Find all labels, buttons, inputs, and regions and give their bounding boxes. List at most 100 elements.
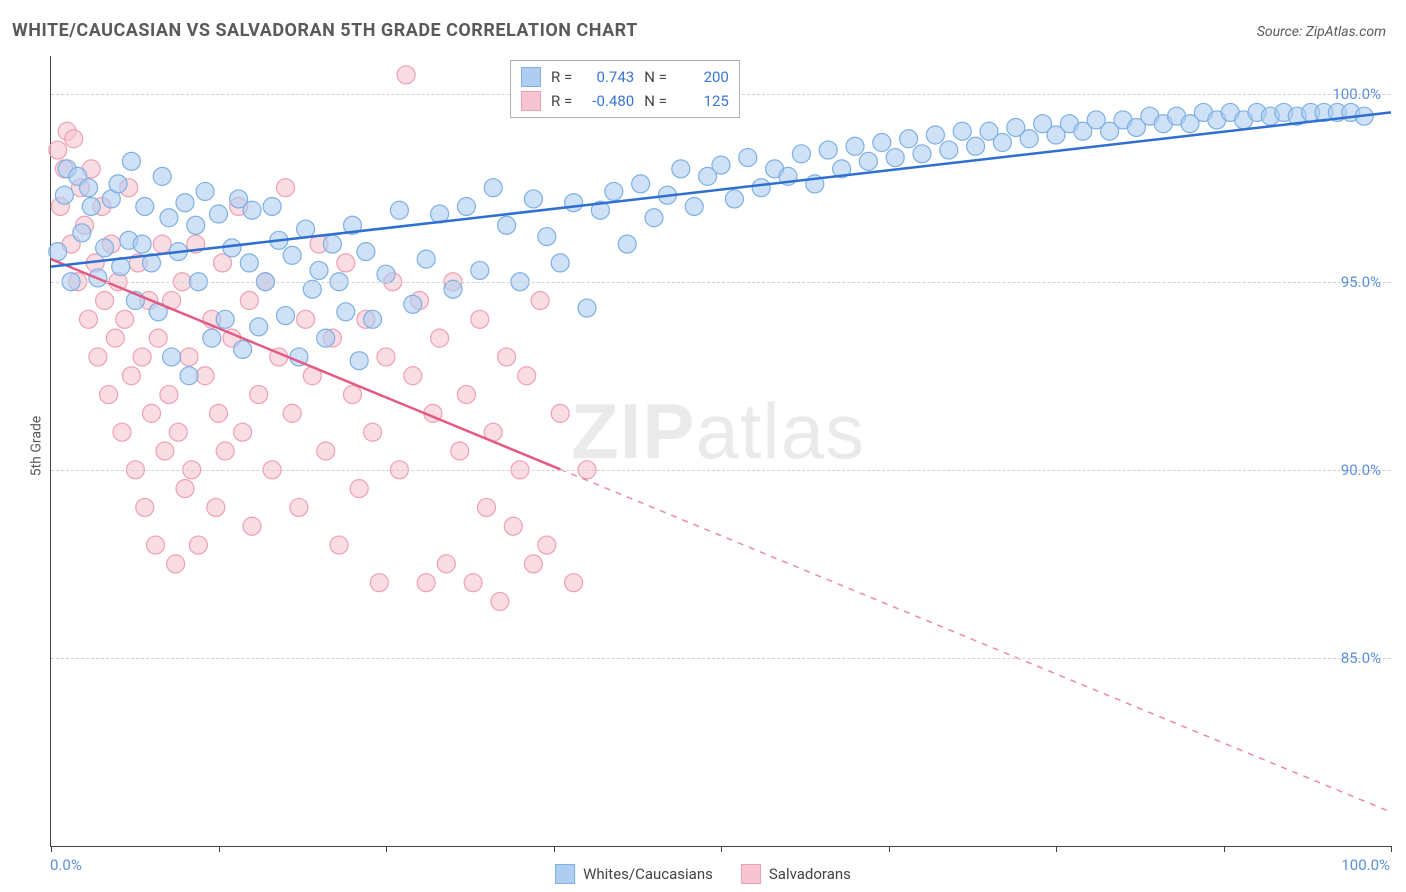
bottom-legend: Whites/Caucasians Salvadorans (555, 864, 851, 884)
series2-point (149, 329, 167, 347)
xtick (889, 846, 890, 852)
series1-point (303, 280, 321, 298)
series1-point (136, 197, 154, 215)
series1-point (263, 197, 281, 215)
series1-point (618, 235, 636, 253)
series1-point (163, 348, 181, 366)
series2-point (404, 367, 422, 385)
stats-legend-row-1: R = 0.743 N = 200 (521, 65, 729, 89)
series2-point (122, 367, 140, 385)
series1-point (109, 175, 127, 193)
series1-point (953, 122, 971, 140)
series1-point (913, 145, 931, 163)
stats-legend-row-2: R = -0.480 N = 125 (521, 89, 729, 113)
series2-point (160, 386, 178, 404)
series2-point (297, 310, 315, 328)
series2-point (283, 404, 301, 422)
series2-point (437, 555, 455, 573)
series1-point (712, 156, 730, 174)
series1-point (234, 340, 252, 358)
xtick (1391, 846, 1392, 852)
series1-r-label: R = (551, 68, 572, 86)
series2-point (176, 480, 194, 498)
series1-point (524, 190, 542, 208)
series1-point (364, 310, 382, 328)
series2-point (370, 574, 388, 592)
series1-n-value: 200 (677, 68, 729, 86)
series1-point (471, 261, 489, 279)
series2-point (451, 442, 469, 460)
series1-point (1020, 130, 1038, 148)
ytick-label: 95.0% (1341, 273, 1381, 291)
xaxis-max-label: 100.0% (1341, 856, 1390, 874)
series1-point (752, 179, 770, 197)
series2-point (464, 574, 482, 592)
series1-swatch-bottom (555, 864, 575, 884)
series1-point (739, 149, 757, 167)
series1-point (160, 209, 178, 227)
series1-point (940, 141, 958, 159)
series2-point (518, 367, 536, 385)
series2-point (431, 329, 449, 347)
series1-point (404, 295, 422, 313)
source-prefix: Source: (1257, 24, 1306, 40)
series2-point (49, 141, 67, 159)
series1-point (725, 190, 743, 208)
series1-point (357, 243, 375, 261)
plot-area: ZIPatlas 85.0%90.0%95.0%100.0% (50, 56, 1391, 847)
series2-point (234, 423, 252, 441)
series1-point (216, 310, 234, 328)
series2-point (196, 367, 214, 385)
series1-point (210, 205, 228, 223)
series1-point (187, 216, 205, 234)
series2-point (317, 442, 335, 460)
series2-point (250, 386, 268, 404)
series1-point (180, 367, 198, 385)
xaxis-min-label: 0.0% (50, 856, 82, 874)
series1-point (203, 329, 221, 347)
series2-point (350, 480, 368, 498)
series2-point (397, 66, 415, 84)
series2-point (504, 517, 522, 535)
series1-point (390, 201, 408, 219)
series1-label: Whites/Caucasians (583, 865, 713, 883)
series2-trend-dash (560, 469, 1391, 812)
series1-point (605, 182, 623, 200)
series2-point (330, 536, 348, 554)
series2-swatch-bottom (741, 864, 761, 884)
stats-legend: R = 0.743 N = 200 R = -0.480 N = 125 (510, 60, 740, 118)
series2-point (65, 130, 83, 148)
series2-point (156, 442, 174, 460)
series2-point (169, 423, 187, 441)
xtick (1224, 846, 1225, 852)
xtick (219, 846, 220, 852)
series1-point (792, 145, 810, 163)
series1-point (80, 179, 98, 197)
bottom-legend-item-1: Whites/Caucasians (555, 864, 713, 884)
series1-point (900, 130, 918, 148)
series1-point (176, 194, 194, 212)
series1-point (337, 303, 355, 321)
series2-point (491, 592, 509, 610)
series1-point (243, 201, 261, 219)
series2-r-value: -0.480 (582, 92, 634, 110)
series1-point (377, 265, 395, 283)
series2-point (216, 442, 234, 460)
series1-point (417, 250, 435, 268)
series1-point (873, 134, 891, 152)
series1-trend-solid (51, 112, 1391, 266)
series1-point (350, 352, 368, 370)
series1-point (310, 261, 328, 279)
series1-point (49, 243, 67, 261)
series1-point (993, 134, 1011, 152)
xtick (721, 846, 722, 852)
series2-point (417, 574, 435, 592)
series2-point (377, 348, 395, 366)
series2-point (210, 404, 228, 422)
series1-point (283, 246, 301, 264)
series1-point (250, 318, 268, 336)
bottom-legend-item-2: Salvadorans (741, 864, 851, 884)
series2-point (498, 348, 516, 366)
series1-point (277, 307, 295, 325)
series2-point (113, 423, 131, 441)
